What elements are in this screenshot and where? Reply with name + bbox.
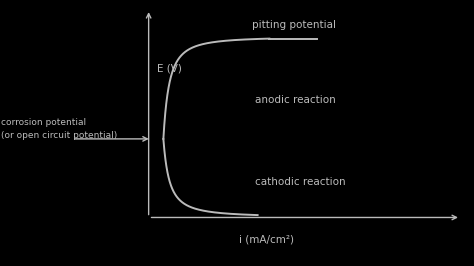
Text: corrosion potential
(or open circuit potential): corrosion potential (or open circuit pot… <box>1 118 118 140</box>
Text: cathodic reaction: cathodic reaction <box>255 177 345 187</box>
Text: E (V): E (V) <box>157 63 182 73</box>
Text: i (mA/cm²): i (mA/cm²) <box>239 234 294 244</box>
Text: pitting potential: pitting potential <box>252 20 336 30</box>
Text: anodic reaction: anodic reaction <box>255 95 336 105</box>
